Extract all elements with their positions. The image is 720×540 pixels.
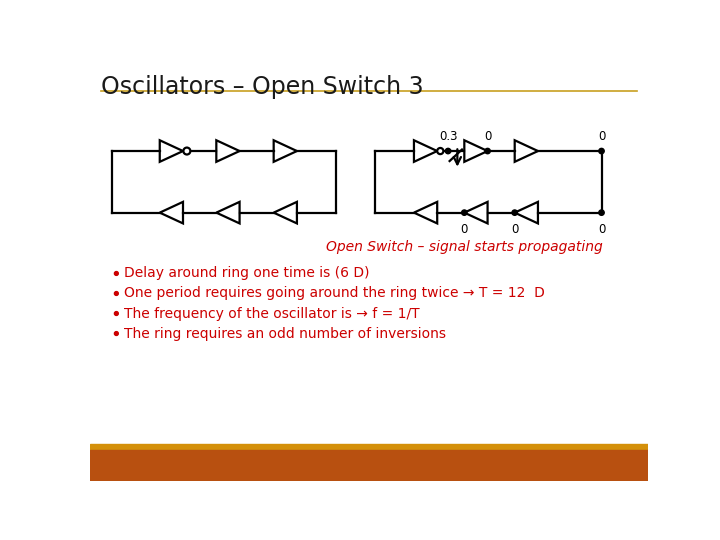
Text: Oscillators – Open Switch 3: Oscillators – Open Switch 3 — [101, 75, 423, 99]
Circle shape — [462, 210, 467, 215]
Bar — [90, 450, 648, 481]
Circle shape — [114, 332, 118, 335]
Circle shape — [512, 210, 518, 215]
Text: 0.3: 0.3 — [438, 130, 457, 143]
Text: Open Switch – signal starts propagating: Open Switch – signal starts propagating — [326, 240, 603, 254]
Circle shape — [599, 210, 604, 215]
Text: 0: 0 — [598, 222, 606, 235]
Circle shape — [485, 148, 490, 154]
Circle shape — [114, 272, 118, 275]
Text: One period requires going around the ring twice → T = 12  D: One period requires going around the rin… — [124, 287, 545, 300]
Circle shape — [114, 292, 118, 295]
Bar — [90, 444, 648, 481]
Text: 0: 0 — [484, 130, 491, 143]
Text: The frequency of the oscillator is → f = 1/T: The frequency of the oscillator is → f =… — [124, 307, 420, 321]
Circle shape — [114, 312, 118, 315]
Circle shape — [446, 148, 451, 154]
Text: The ring requires an odd number of inversions: The ring requires an odd number of inver… — [124, 327, 446, 341]
Text: 0: 0 — [511, 222, 518, 235]
Circle shape — [437, 148, 444, 154]
Text: Delay around ring one time is (6 D): Delay around ring one time is (6 D) — [124, 266, 369, 280]
Circle shape — [184, 147, 190, 154]
Text: 0: 0 — [598, 130, 606, 143]
Circle shape — [599, 148, 604, 154]
Text: 0: 0 — [461, 222, 468, 235]
